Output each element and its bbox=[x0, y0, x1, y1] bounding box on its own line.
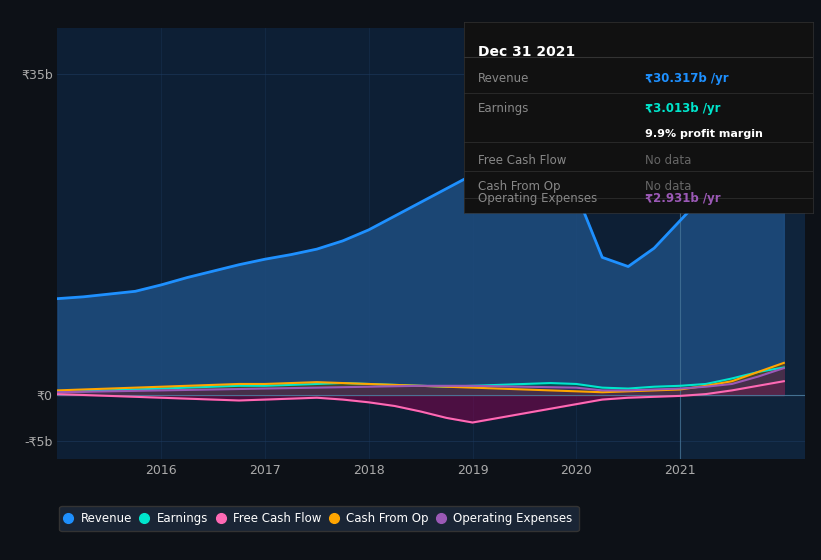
Text: Earnings: Earnings bbox=[478, 102, 530, 115]
Text: No data: No data bbox=[645, 180, 691, 193]
Text: Revenue: Revenue bbox=[478, 72, 530, 85]
Text: 9.9% profit margin: 9.9% profit margin bbox=[645, 129, 764, 139]
Text: Operating Expenses: Operating Expenses bbox=[478, 192, 597, 205]
Bar bbox=[680, 28, 805, 459]
Text: Dec 31 2021: Dec 31 2021 bbox=[478, 45, 575, 59]
Text: ₹3.013b /yr: ₹3.013b /yr bbox=[645, 102, 721, 115]
Text: Cash From Op: Cash From Op bbox=[478, 180, 560, 193]
Text: ₹2.931b /yr: ₹2.931b /yr bbox=[645, 192, 721, 205]
Text: Free Cash Flow: Free Cash Flow bbox=[478, 154, 566, 167]
Text: No data: No data bbox=[645, 154, 691, 167]
Legend: Revenue, Earnings, Free Cash Flow, Cash From Op, Operating Expenses: Revenue, Earnings, Free Cash Flow, Cash … bbox=[59, 506, 579, 531]
Text: ₹30.317b /yr: ₹30.317b /yr bbox=[645, 72, 729, 85]
